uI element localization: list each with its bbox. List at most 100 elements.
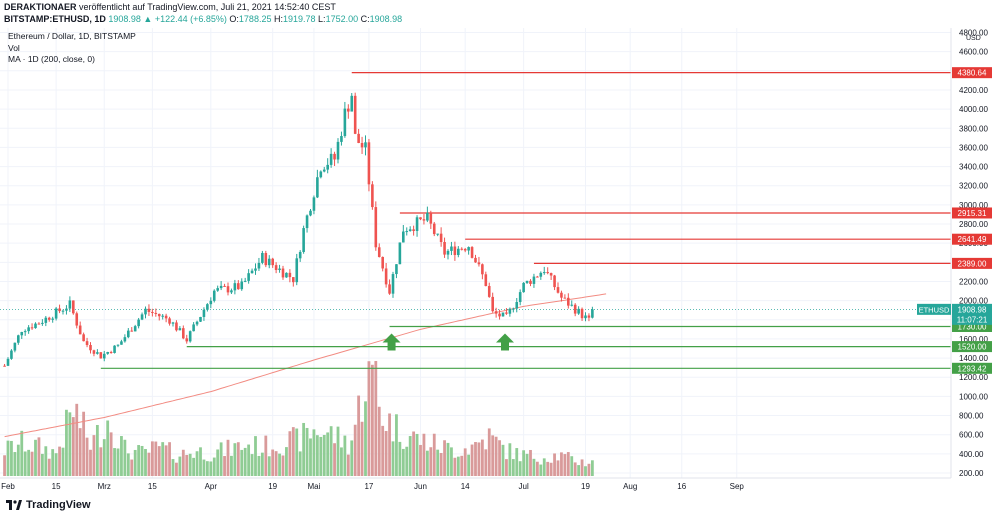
volume-bar: [456, 456, 460, 476]
candle-body: [312, 197, 316, 211]
candle-body: [391, 274, 395, 294]
y-tick-label: 4000.00: [959, 105, 988, 114]
volume-bar: [199, 447, 202, 476]
volume-bar: [446, 442, 450, 476]
volume-bar: [295, 428, 299, 476]
volume-bar: [85, 437, 89, 476]
candle-body: [219, 285, 223, 289]
candle-body: [54, 308, 58, 319]
candle-body: [13, 342, 17, 351]
volume-bar: [95, 424, 99, 476]
volume-bar: [82, 411, 86, 476]
y-tick-label: 200.00: [959, 469, 984, 478]
volume-bar: [326, 432, 330, 476]
grid-lines: [0, 28, 951, 478]
volume-bar: [560, 452, 563, 476]
candle-body: [240, 281, 244, 290]
volume-bar: [529, 449, 532, 476]
volume-bar: [185, 454, 189, 476]
volume-bar: [175, 462, 178, 476]
volume-bar: [333, 443, 336, 476]
candle-body: [505, 312, 508, 314]
low-value: 1752.00: [325, 14, 359, 24]
volume-bar: [137, 445, 141, 476]
x-tick-label: Jun: [414, 482, 427, 491]
candle-body: [316, 177, 319, 198]
candle-body: [206, 304, 209, 310]
volume-bar: [123, 439, 127, 476]
candle-body: [412, 229, 415, 232]
candle-body: [467, 247, 470, 251]
volume-bar: [360, 421, 364, 476]
open-label: O:: [229, 14, 239, 24]
volume-bar: [291, 427, 295, 476]
volume-bar: [539, 464, 543, 476]
volume-bar: [44, 446, 48, 476]
volume-bar: [319, 436, 323, 476]
candle-body: [37, 323, 41, 325]
y-tick-label: 1000.00: [959, 392, 988, 401]
candle-body: [432, 223, 436, 235]
candle-body: [223, 285, 226, 287]
legend-volume: Vol: [8, 43, 20, 53]
volume-bar: [388, 413, 391, 476]
candle-body: [584, 315, 587, 319]
volume-bar: [477, 442, 481, 476]
volume-bar: [20, 430, 24, 476]
volume-bar: [144, 449, 147, 476]
x-tick-label: 17: [364, 482, 373, 491]
volume-bar: [51, 449, 55, 476]
y-tick-label: 4200.00: [959, 86, 988, 95]
volume-bar: [285, 447, 288, 476]
candle-body: [6, 358, 10, 366]
volume-bar: [542, 458, 546, 476]
volume-bar: [367, 361, 371, 476]
volume-bar: [566, 452, 570, 476]
volume-bar: [34, 439, 37, 476]
candle-body: [398, 242, 402, 265]
volume-bar: [577, 465, 581, 476]
candle-body: [154, 312, 158, 314]
candle-body: [274, 265, 278, 271]
volume-bar: [47, 458, 51, 476]
candle-body: [109, 352, 113, 354]
legend-title: Ethereum / Dollar, 1D, BITSTAMP: [8, 31, 136, 41]
volume-bar: [65, 409, 68, 476]
candle-body: [216, 288, 219, 291]
candle-body: [402, 231, 405, 243]
candle-body: [374, 207, 378, 248]
symbol-line: BITSTAMP:ETHUSD, 1D: [4, 14, 106, 24]
candle-body: [340, 136, 343, 142]
close-value-2: 1908.98: [369, 14, 403, 24]
moving-average-200: [4, 293, 607, 438]
volume-bar: [401, 448, 405, 476]
candle-body: [237, 283, 240, 290]
candle-body: [72, 300, 75, 314]
current-price-text: 1908.98: [958, 305, 987, 314]
volume-bar: [494, 436, 498, 476]
volume-bar: [553, 453, 556, 476]
volume-bar: [178, 456, 182, 476]
volume-bar: [247, 444, 251, 476]
volume-bar: [408, 436, 412, 476]
level-tag-bg: [952, 233, 992, 245]
candle-body: [491, 296, 494, 312]
volume-bar: [61, 447, 65, 476]
candle-body: [463, 248, 467, 251]
volume-bar: [274, 451, 278, 476]
level-tag-text: 4380.64: [958, 69, 987, 78]
candle-body: [68, 300, 72, 309]
volume-bar: [590, 460, 594, 476]
volume-bar: [288, 431, 292, 476]
level-tag-bg: [952, 341, 992, 353]
candle-body: [199, 316, 202, 322]
candle-body: [30, 327, 34, 329]
candle-body: [371, 184, 374, 208]
volume-bar: [546, 461, 550, 476]
candle-body: [164, 315, 168, 319]
candle-body: [188, 331, 192, 342]
volume-bar: [161, 442, 165, 476]
candle-body: [357, 133, 360, 143]
candle-body: [75, 313, 79, 326]
candle-body: [298, 251, 302, 259]
